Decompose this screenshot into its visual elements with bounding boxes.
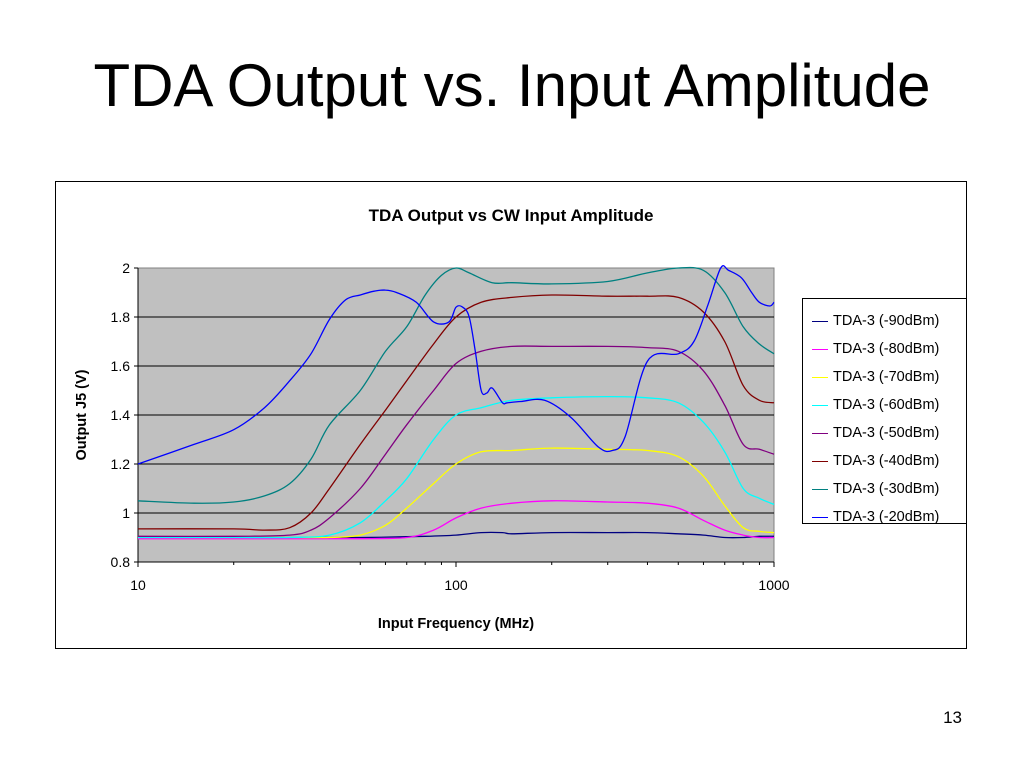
- legend-label: TDA-3 (-50dBm): [833, 425, 940, 441]
- legend-label: TDA-3 (-40dBm): [833, 453, 940, 469]
- series-line-4: [137, 345, 775, 538]
- legend-label: TDA-3 (-60dBm): [833, 397, 940, 413]
- legend-swatch: [812, 516, 828, 518]
- legend-item: TDA-3 (-70dBm): [812, 363, 966, 391]
- x-axis-label: Input Frequency (MHz): [378, 616, 534, 632]
- legend-item: TDA-3 (-40dBm): [812, 447, 966, 475]
- y-tick-label: 1: [122, 505, 130, 521]
- legend-item: TDA-3 (-60dBm): [812, 391, 966, 419]
- legend-item: TDA-3 (-90dBm): [812, 307, 966, 335]
- legend-item: TDA-3 (-80dBm): [812, 335, 966, 363]
- legend-swatch: [812, 460, 828, 462]
- legend-swatch: [812, 376, 828, 378]
- chart-legend: TDA-3 (-90dBm) TDA-3 (-80dBm) TDA-3 (-70dB…: [802, 298, 967, 525]
- y-tick-label: 0.8: [111, 554, 131, 570]
- y-tick-label: 1.6: [111, 358, 131, 374]
- chart-title: TDA Output vs CW Input Amplitude: [368, 206, 654, 225]
- legend-swatch: [812, 320, 828, 322]
- series-line-6: [137, 266, 775, 504]
- y-tick-label: 2: [122, 260, 130, 276]
- series-line-2: [138, 447, 775, 539]
- legend-label: TDA-3 (-70dBm): [833, 369, 940, 385]
- x-tick-label: 100: [444, 577, 468, 593]
- legend-item: TDA-3 (-50dBm): [812, 419, 966, 447]
- y-tick-label: 1.8: [111, 309, 131, 325]
- chart-plot: 0.8 1 1.2 1.4 1.6 1.8 2 10 100 1000 Input Frequenc…: [74, 260, 790, 632]
- y-tick-label: 1.2: [111, 456, 131, 472]
- legend-item: TDA-3 (-20dBm): [812, 503, 966, 531]
- chart-frame: TDA Output vs CW Input Amplitude 0.8 1 1.2…: [55, 181, 967, 649]
- slide-title: TDA Output vs. Input Amplitude: [93, 52, 931, 119]
- legend-label: TDA-3 (-30dBm): [833, 481, 940, 497]
- y-axis-label: Output J5 (V): [74, 369, 90, 460]
- series-line-3: [138, 395, 775, 539]
- legend-swatch: [812, 348, 828, 350]
- series-line-7: [137, 265, 775, 465]
- legend-label: TDA-3 (-20dBm): [833, 509, 940, 525]
- x-tick-label: 10: [130, 577, 146, 593]
- y-tick-label: 1.4: [111, 407, 131, 423]
- page-number: 13: [943, 708, 962, 727]
- series-line-5: [137, 294, 775, 531]
- legend-swatch: [812, 488, 828, 490]
- x-tick-label: 1000: [758, 577, 789, 593]
- legend-item: TDA-3 (-30dBm): [812, 475, 966, 503]
- legend-label: TDA-3 (-90dBm): [833, 313, 940, 329]
- legend-swatch: [812, 432, 828, 434]
- legend-swatch: [812, 404, 828, 406]
- legend-label: TDA-3 (-80dBm): [833, 341, 940, 357]
- series-line-1: [137, 500, 775, 540]
